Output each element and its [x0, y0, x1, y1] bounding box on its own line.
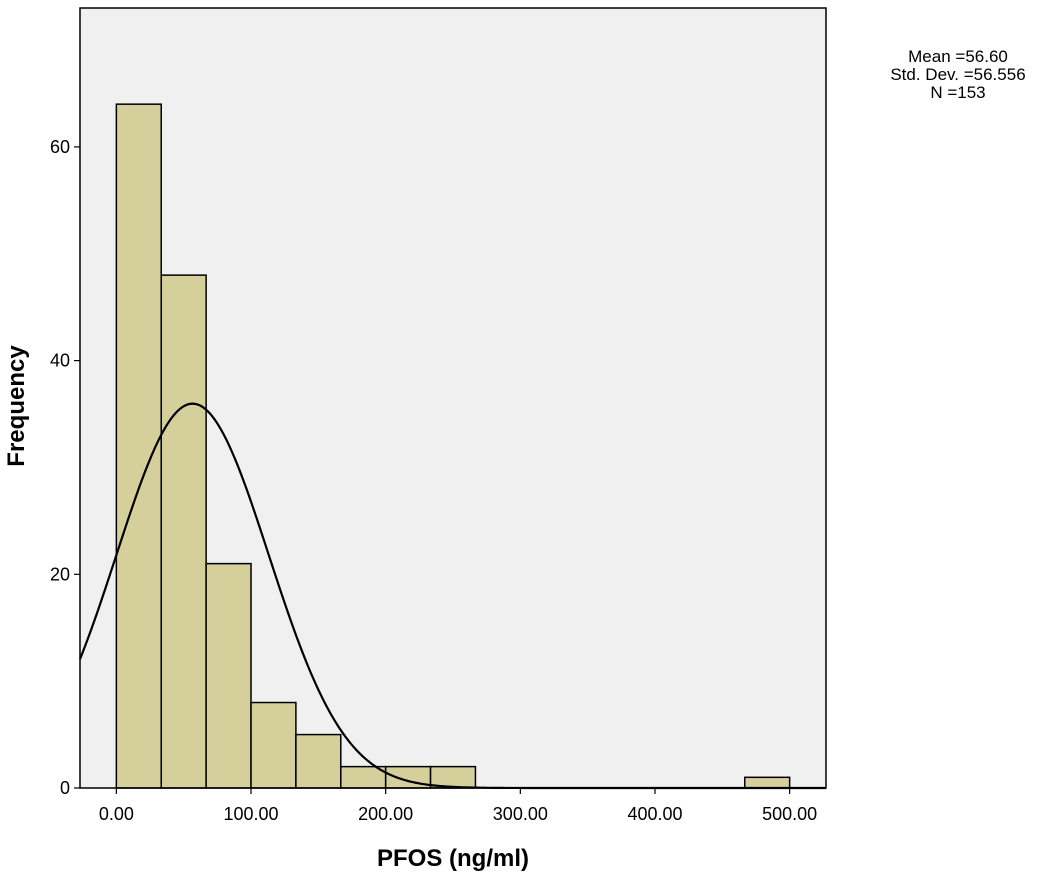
histogram-bar-1	[160, 274, 207, 789]
histogram-bar-8	[744, 776, 791, 789]
histogram-bar-2	[205, 562, 252, 789]
histogram-bar-4	[295, 733, 342, 789]
stats-mean: Mean =56.60	[908, 47, 1008, 66]
y-axis: 0 20 40 60	[50, 137, 80, 798]
stats-n: N =153	[930, 83, 985, 102]
x-axis-title: PFOS (ng/ml)	[377, 845, 529, 872]
y-tick-label-0: 0	[60, 778, 70, 798]
stats-std-dev: Std. Dev. =56.556	[890, 65, 1025, 84]
plot-frame	[79, 7, 827, 789]
y-tick-label-2: 40	[50, 351, 70, 371]
x-tick-label-2: 200.00	[358, 804, 413, 824]
x-tick-label-5: 500.00	[762, 804, 817, 824]
x-tick-label-1: 100.00	[223, 804, 278, 824]
x-axis: 0.00 100.00 200.00 300.00 400.00 500.00	[99, 788, 817, 824]
stats-box: Mean =56.60 Std. Dev. =56.556 N =153	[890, 47, 1025, 102]
y-tick-label-1: 20	[50, 564, 70, 584]
histogram-bars	[115, 103, 791, 789]
x-tick-label-0: 0.00	[99, 804, 134, 824]
histogram-bar-0	[115, 103, 162, 789]
x-tick-label-4: 400.00	[627, 804, 682, 824]
x-tick-label-3: 300.00	[493, 804, 548, 824]
y-tick-label-3: 60	[50, 137, 70, 157]
y-axis-title: Frequency	[3, 345, 30, 467]
histogram-bar-3	[250, 701, 297, 789]
